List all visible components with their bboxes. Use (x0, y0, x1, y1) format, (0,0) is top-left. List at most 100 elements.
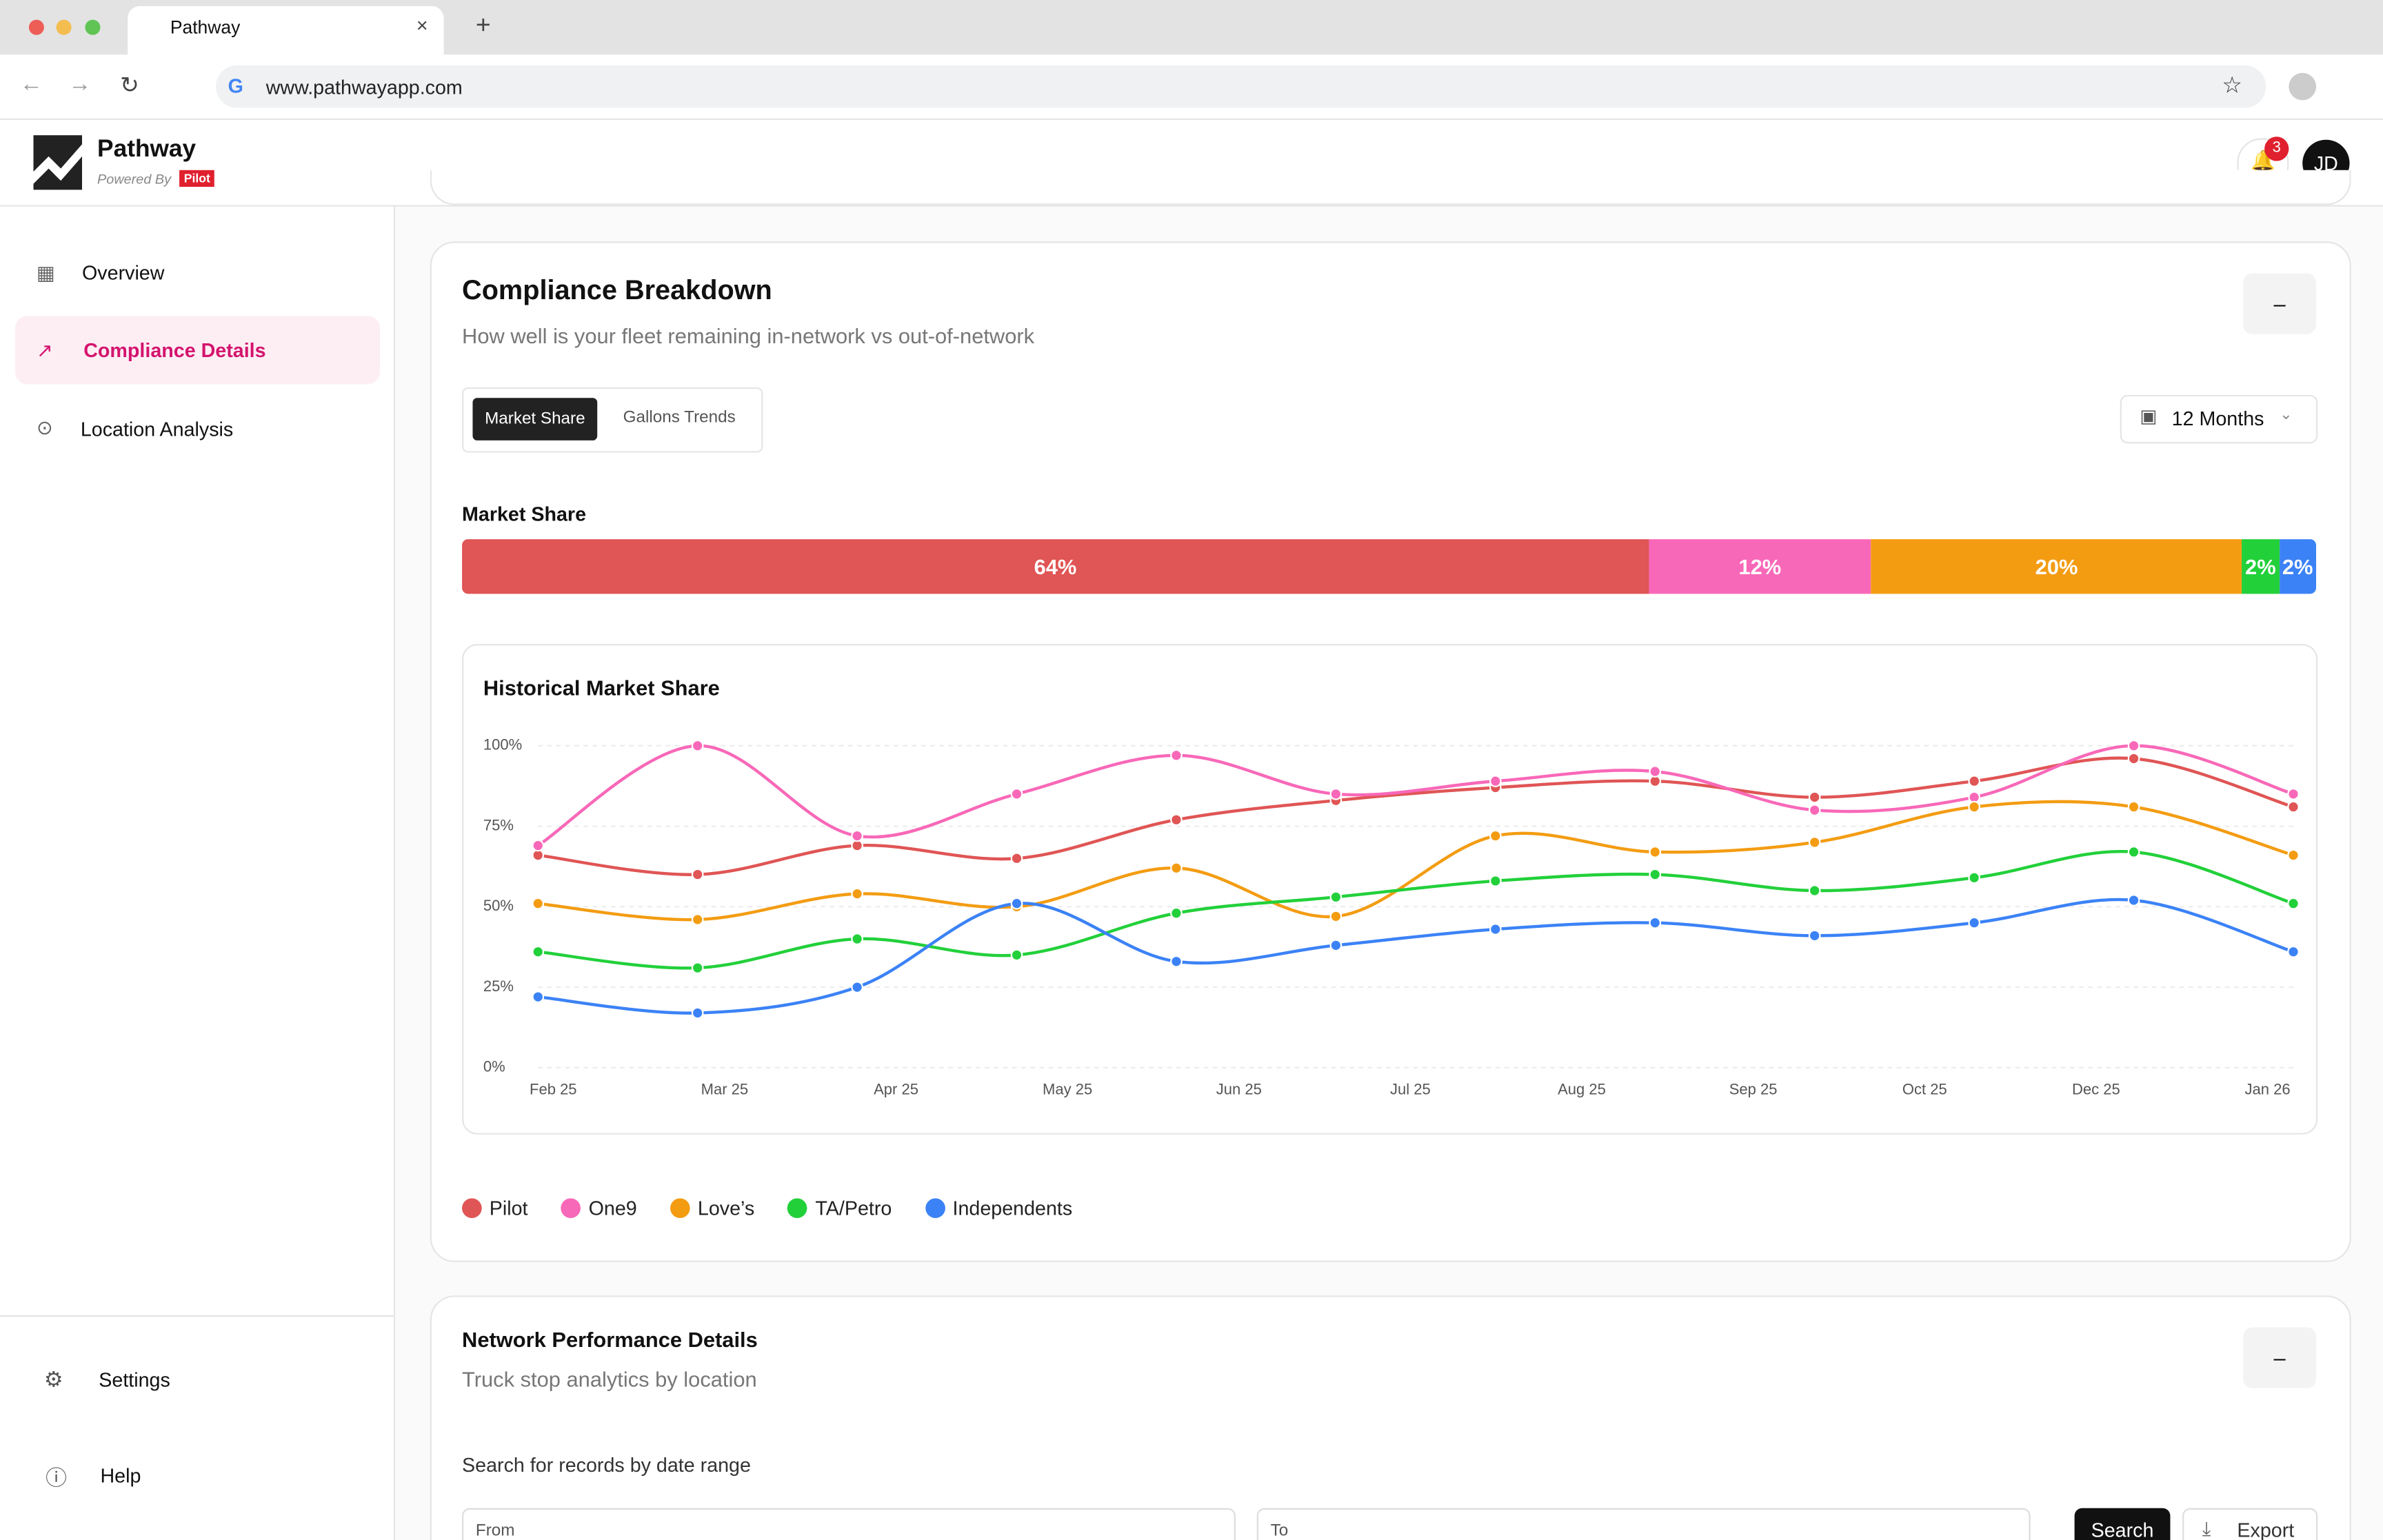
section-subtitle: Truck stop analytics by location (462, 1366, 757, 1392)
address-bar[interactable] (215, 65, 2266, 108)
series-line (538, 849, 2294, 970)
legend-item: TA/Petro (787, 1194, 892, 1222)
point (691, 868, 704, 881)
nav-icon: ▦ (36, 261, 56, 284)
logo (33, 135, 83, 190)
calendar-icon: ▣ (2140, 405, 2158, 427)
legend-swatch (787, 1197, 808, 1217)
series-line (538, 800, 2294, 922)
min-dot[interactable] (56, 19, 72, 35)
point (1010, 897, 1023, 910)
legend-item: Pilot (462, 1194, 527, 1222)
nav-active-bg (15, 316, 381, 385)
point (1010, 852, 1023, 865)
x-tick-label: Apr 25 (874, 1081, 918, 1098)
brand: Pilot (179, 170, 215, 187)
y-tick-label: 50% (483, 897, 514, 914)
nav-item[interactable]: Compliance Details (83, 338, 266, 362)
tab-close[interactable]: × (416, 13, 428, 37)
nav-item[interactable]: Help (100, 1463, 141, 1487)
series-line (538, 898, 2294, 1015)
point (1489, 829, 1502, 842)
share-segment (462, 539, 1649, 594)
tab[interactable] (128, 6, 444, 55)
chart-title: Historical Market Share (483, 676, 720, 700)
star[interactable]: ☆ (2222, 72, 2243, 99)
legend-label: Love’s (697, 1196, 755, 1219)
search-label: Search for records by date range (462, 1453, 751, 1477)
export-label: Export (2237, 1519, 2295, 1540)
point (532, 897, 545, 910)
share-segment (2242, 539, 2280, 594)
legend-swatch (462, 1197, 482, 1217)
point (2287, 945, 2300, 958)
from-input[interactable] (462, 1508, 1236, 1540)
app-name: Pathway (97, 136, 197, 163)
to-label: To (1270, 1521, 1289, 1540)
back[interactable]: ← (19, 71, 43, 98)
point (851, 829, 863, 842)
collapse-button[interactable]: – (2243, 1327, 2317, 1388)
x-tick-label: Jun 25 (1216, 1081, 1262, 1098)
legend-label: Independents (952, 1196, 1073, 1219)
point (2287, 849, 2300, 862)
point (532, 945, 545, 958)
compliance-card (430, 241, 2351, 1262)
share-label: 2% (2245, 554, 2276, 579)
point (691, 739, 704, 752)
collapse-button[interactable]: – (2243, 273, 2317, 334)
close-dot[interactable] (28, 19, 44, 35)
point (1170, 813, 1183, 827)
search-button[interactable]: Search (2074, 1508, 2171, 1540)
point (1968, 916, 1980, 929)
point (1489, 875, 1502, 887)
point (1010, 788, 1023, 800)
max-dot[interactable] (85, 19, 101, 35)
legend-swatch (925, 1197, 945, 1217)
share-label: 12% (1738, 554, 1782, 579)
point (1808, 884, 1821, 897)
x-tick-label: Oct 25 (1902, 1081, 1947, 1098)
g-icon: G (228, 74, 243, 98)
point (1170, 955, 1183, 968)
series-line (537, 744, 2294, 847)
point (1649, 916, 1662, 929)
legend-label: One9 (588, 1196, 637, 1219)
new-tab[interactable]: + (475, 10, 491, 40)
point (1808, 929, 1821, 942)
legend-label: TA/Petro (815, 1196, 892, 1219)
settings-icon: ⚙ (43, 1366, 63, 1392)
chart: Historical Market Share 0% 25% 50% 75% 100% F… (483, 676, 2300, 1098)
point (1170, 862, 1183, 875)
range-select[interactable] (2120, 394, 2318, 444)
forward[interactable]: → (68, 71, 92, 98)
x-tick-label: Mar 25 (701, 1081, 749, 1098)
share-segment (2279, 539, 2317, 594)
nav-item[interactable]: Settings (99, 1368, 170, 1392)
point (532, 991, 545, 1003)
to-input[interactable] (1256, 1508, 2031, 1540)
legend-swatch (670, 1197, 690, 1217)
tab[interactable]: Gallons Trends (623, 408, 736, 427)
y-tick-label: 0% (483, 1058, 505, 1075)
powered-by: Powered By (97, 171, 172, 187)
x-tick-label: Jan 26 (2244, 1081, 2290, 1098)
point (1808, 804, 1821, 816)
point (532, 839, 545, 852)
tab-active[interactable]: Market Share (472, 398, 598, 440)
export-button[interactable] (2182, 1508, 2318, 1540)
point (2127, 739, 2140, 752)
y-tick-label: 25% (483, 977, 514, 995)
share-segment (1871, 539, 2242, 594)
point (851, 933, 863, 945)
nav-item[interactable]: Overview (82, 261, 165, 284)
bar-title: Market Share (462, 503, 587, 526)
tab-group (462, 387, 763, 453)
chart-card (462, 644, 2318, 1135)
network-card (430, 1295, 2351, 1540)
nav-item[interactable]: Location Analysis (80, 417, 234, 440)
reload[interactable]: ↻ (120, 72, 139, 99)
profile[interactable] (2289, 72, 2317, 101)
export-icon: ⤓ (2202, 1517, 2211, 1540)
share-bar: 64% 12% 20% 2% 2% (462, 539, 2317, 594)
